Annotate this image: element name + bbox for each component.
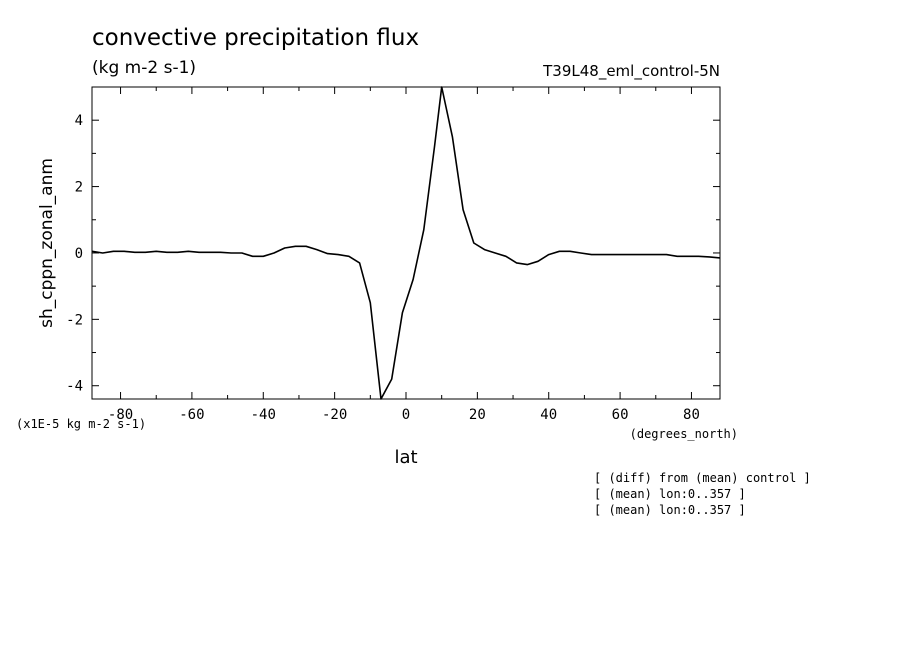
x-axis-units: (degrees_north): [630, 427, 738, 441]
x-tick-label: 20: [469, 407, 486, 423]
run-label: T39L48_eml_control-5N: [542, 62, 720, 81]
x-tick-label: -60: [179, 407, 204, 423]
note-line: [ (diff) from (mean) control ]: [594, 471, 811, 485]
x-tick-label: -40: [251, 407, 276, 423]
x-tick-label: 80: [683, 407, 700, 423]
series-line: [91, 86, 721, 400]
plot-area: [91, 86, 721, 400]
x-tick-label: 60: [612, 407, 629, 423]
notes: [ (diff) from (mean) control ] [ (mean) …: [594, 471, 811, 517]
x-tick-label: 40: [540, 407, 557, 423]
series-layer: [91, 86, 721, 400]
x-tick-label: 0: [402, 407, 410, 423]
y-axis-label: sh_cppn_zonal_anm: [37, 158, 57, 328]
plot-frame: [91, 86, 721, 400]
note-line: [ (mean) lon:0..357 ]: [594, 487, 746, 501]
y-tick-label: 0: [75, 246, 83, 262]
chart-title: convective precipitation flux: [92, 25, 419, 51]
y-tick-label: 4: [75, 113, 83, 129]
y-tick-label: -4: [66, 379, 83, 395]
note-line: [ (mean) lon:0..357 ]: [594, 503, 746, 517]
x-tick-label: -80: [108, 407, 133, 423]
y-tick-label: -2: [66, 312, 83, 328]
y-tick-label: 2: [75, 180, 83, 196]
x-axis-label: lat: [394, 447, 417, 468]
y-scale-note: (x1E-5 kg m-2 s-1): [16, 417, 146, 431]
axis-ticks: [92, 87, 720, 399]
chart-units: (kg m-2 s-1): [92, 58, 196, 78]
x-tick-label: -20: [322, 407, 347, 423]
